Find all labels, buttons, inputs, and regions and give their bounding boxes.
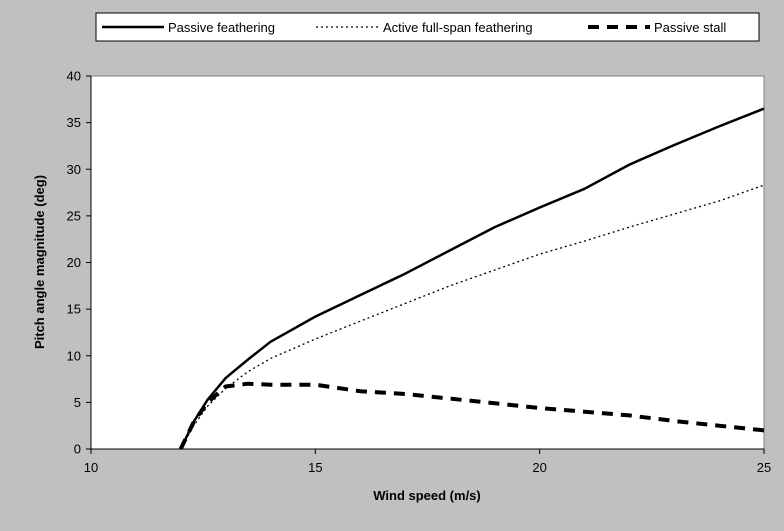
x-tick-label: 25 xyxy=(757,460,771,475)
y-tick-label: 30 xyxy=(67,162,81,177)
legend-label-active-full-span-feathering: Active full-span feathering xyxy=(383,20,533,35)
x-tick-label: 15 xyxy=(308,460,322,475)
y-axis-ticks: 0 5 10 15 20 25 30 35 40 xyxy=(67,69,91,457)
series-layer xyxy=(178,107,765,450)
y-tick-label: 40 xyxy=(67,69,81,84)
series-line-passive-stall xyxy=(178,381,765,450)
y-tick-label: 25 xyxy=(67,208,81,223)
x-axis-title: Wind speed (m/s) xyxy=(373,488,481,503)
y-tick-label: 15 xyxy=(67,302,81,317)
legend: Passive feathering Active full-span feat… xyxy=(95,12,760,42)
x-tick-label: 20 xyxy=(532,460,546,475)
series-line-active-full-span-feathering xyxy=(180,184,765,450)
series-line-passive-feathering xyxy=(179,107,765,450)
y-tick-label: 0 xyxy=(74,442,81,457)
legend-label-passive-stall: Passive stall xyxy=(654,20,726,35)
y-tick-label: 20 xyxy=(67,255,81,270)
y-axis-title: Pitch angle magnitude (deg) xyxy=(32,175,47,349)
x-axis-ticks: 10 15 20 25 xyxy=(84,449,771,475)
y-tick-label: 35 xyxy=(67,115,81,130)
y-tick-label: 5 xyxy=(74,395,81,410)
y-tick-label: 10 xyxy=(67,348,81,363)
legend-label-passive-feathering: Passive feathering xyxy=(168,20,275,35)
x-tick-label: 10 xyxy=(84,460,98,475)
